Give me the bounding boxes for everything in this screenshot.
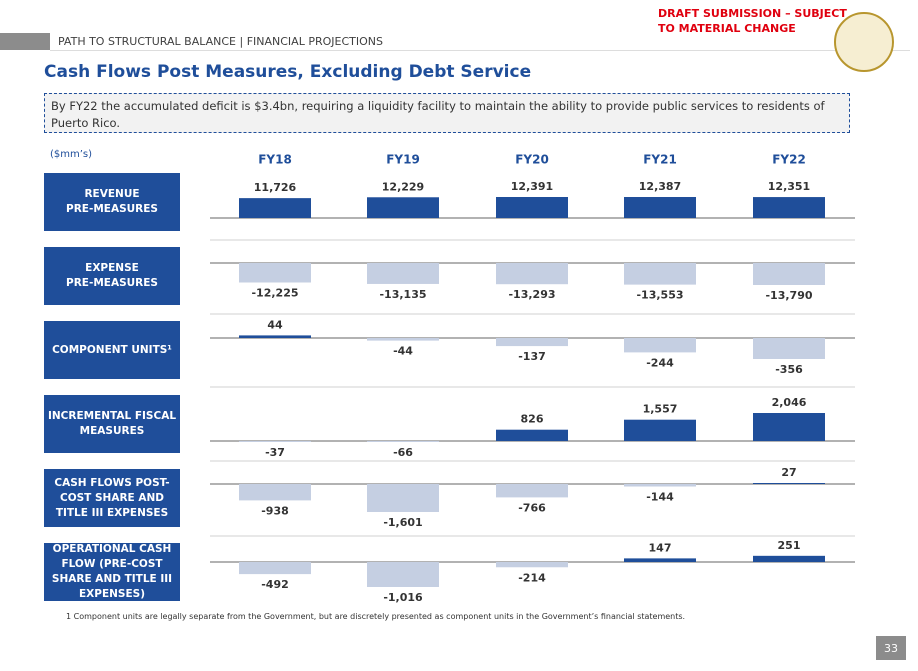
value-label: 1,557	[643, 403, 678, 416]
slide-title: Cash Flows Post Measures, Excluding Debt…	[44, 62, 532, 82]
column-header: FY19	[386, 153, 420, 167]
value-label: 11,726	[254, 181, 297, 194]
bar	[367, 484, 439, 512]
bar	[624, 484, 696, 487]
bar	[239, 484, 311, 501]
section-marker	[0, 33, 50, 50]
bar	[624, 263, 696, 285]
row-label: CASH FLOWS POST- COST SHARE AND TITLE II…	[44, 469, 180, 527]
value-label: -1,016	[383, 591, 423, 604]
value-label: -37	[265, 446, 285, 459]
value-label: -144	[646, 491, 674, 504]
bar	[239, 441, 311, 442]
draft-note: DRAFT SUBMISSION – SUBJECT TO MATERIAL C…	[658, 7, 847, 35]
value-label: 12,391	[511, 180, 553, 193]
bar	[367, 197, 439, 218]
callout: By FY22 the accumulated deficit is $3.4b…	[44, 93, 850, 133]
bar	[496, 263, 568, 285]
value-label: 12,229	[382, 180, 424, 193]
value-label: -13,293	[508, 288, 555, 301]
column-header: FY21	[643, 153, 677, 167]
value-label: -13,135	[379, 288, 426, 301]
value-label: -12,225	[251, 287, 298, 300]
value-label: 2,046	[772, 396, 807, 409]
bar	[753, 263, 825, 285]
bar	[753, 413, 825, 441]
value-label: -137	[518, 350, 546, 363]
bar	[367, 562, 439, 587]
row-label: COMPONENT UNITS¹	[44, 321, 180, 379]
bar	[367, 441, 439, 442]
column-header: FY18	[258, 153, 292, 167]
value-label: 12,351	[768, 180, 810, 193]
row-label: REVENUE PRE-MEASURES	[44, 173, 180, 231]
bar	[239, 198, 311, 218]
value-label: -244	[646, 356, 674, 369]
column-header: FY20	[515, 153, 549, 167]
bar	[624, 197, 696, 218]
value-label: 27	[781, 466, 796, 479]
value-label: -66	[393, 446, 413, 459]
bar	[496, 429, 568, 441]
value-label: -1,601	[383, 516, 422, 529]
value-label: -214	[518, 571, 546, 584]
bar	[496, 484, 568, 498]
value-label: -492	[261, 578, 289, 591]
column-header: FY22	[772, 153, 806, 167]
value-label: -766	[518, 501, 546, 514]
page-number: 33	[876, 636, 906, 660]
bar	[496, 197, 568, 218]
value-label: -356	[775, 363, 803, 376]
value-label: -13,790	[765, 289, 812, 302]
bar	[367, 263, 439, 284]
bar	[496, 562, 568, 568]
footnote: 1 Component units are legally separate f…	[66, 612, 686, 621]
bar	[239, 335, 311, 338]
value-label: -938	[261, 504, 289, 517]
row-label: EXPENSE PRE-MEASURES	[44, 247, 180, 305]
value-label: 147	[649, 541, 672, 554]
bar	[624, 558, 696, 562]
bar	[624, 338, 696, 353]
value-label: 44	[267, 318, 283, 331]
unit-label: ($mm’s)	[50, 149, 93, 160]
row-label: OPERATIONAL CASH FLOW (PRE-COST SHARE AN…	[44, 543, 180, 601]
bar	[753, 197, 825, 218]
section-label: PATH TO STRUCTURAL BALANCE | FINANCIAL P…	[58, 35, 383, 48]
value-label: 12,387	[639, 180, 681, 193]
value-label: -44	[393, 345, 413, 358]
row-label: INCREMENTAL FISCAL MEASURES	[44, 395, 180, 453]
bar	[496, 338, 568, 347]
bar	[367, 338, 439, 341]
bar	[753, 555, 825, 562]
seal	[834, 12, 894, 72]
value-label: 826	[521, 413, 544, 426]
bar	[753, 338, 825, 359]
header-rule	[50, 50, 910, 51]
bar	[624, 419, 696, 441]
bar	[239, 263, 311, 283]
bar	[753, 483, 825, 484]
value-label: 251	[778, 539, 801, 552]
bar	[239, 562, 311, 575]
value-label: -13,553	[636, 289, 683, 302]
